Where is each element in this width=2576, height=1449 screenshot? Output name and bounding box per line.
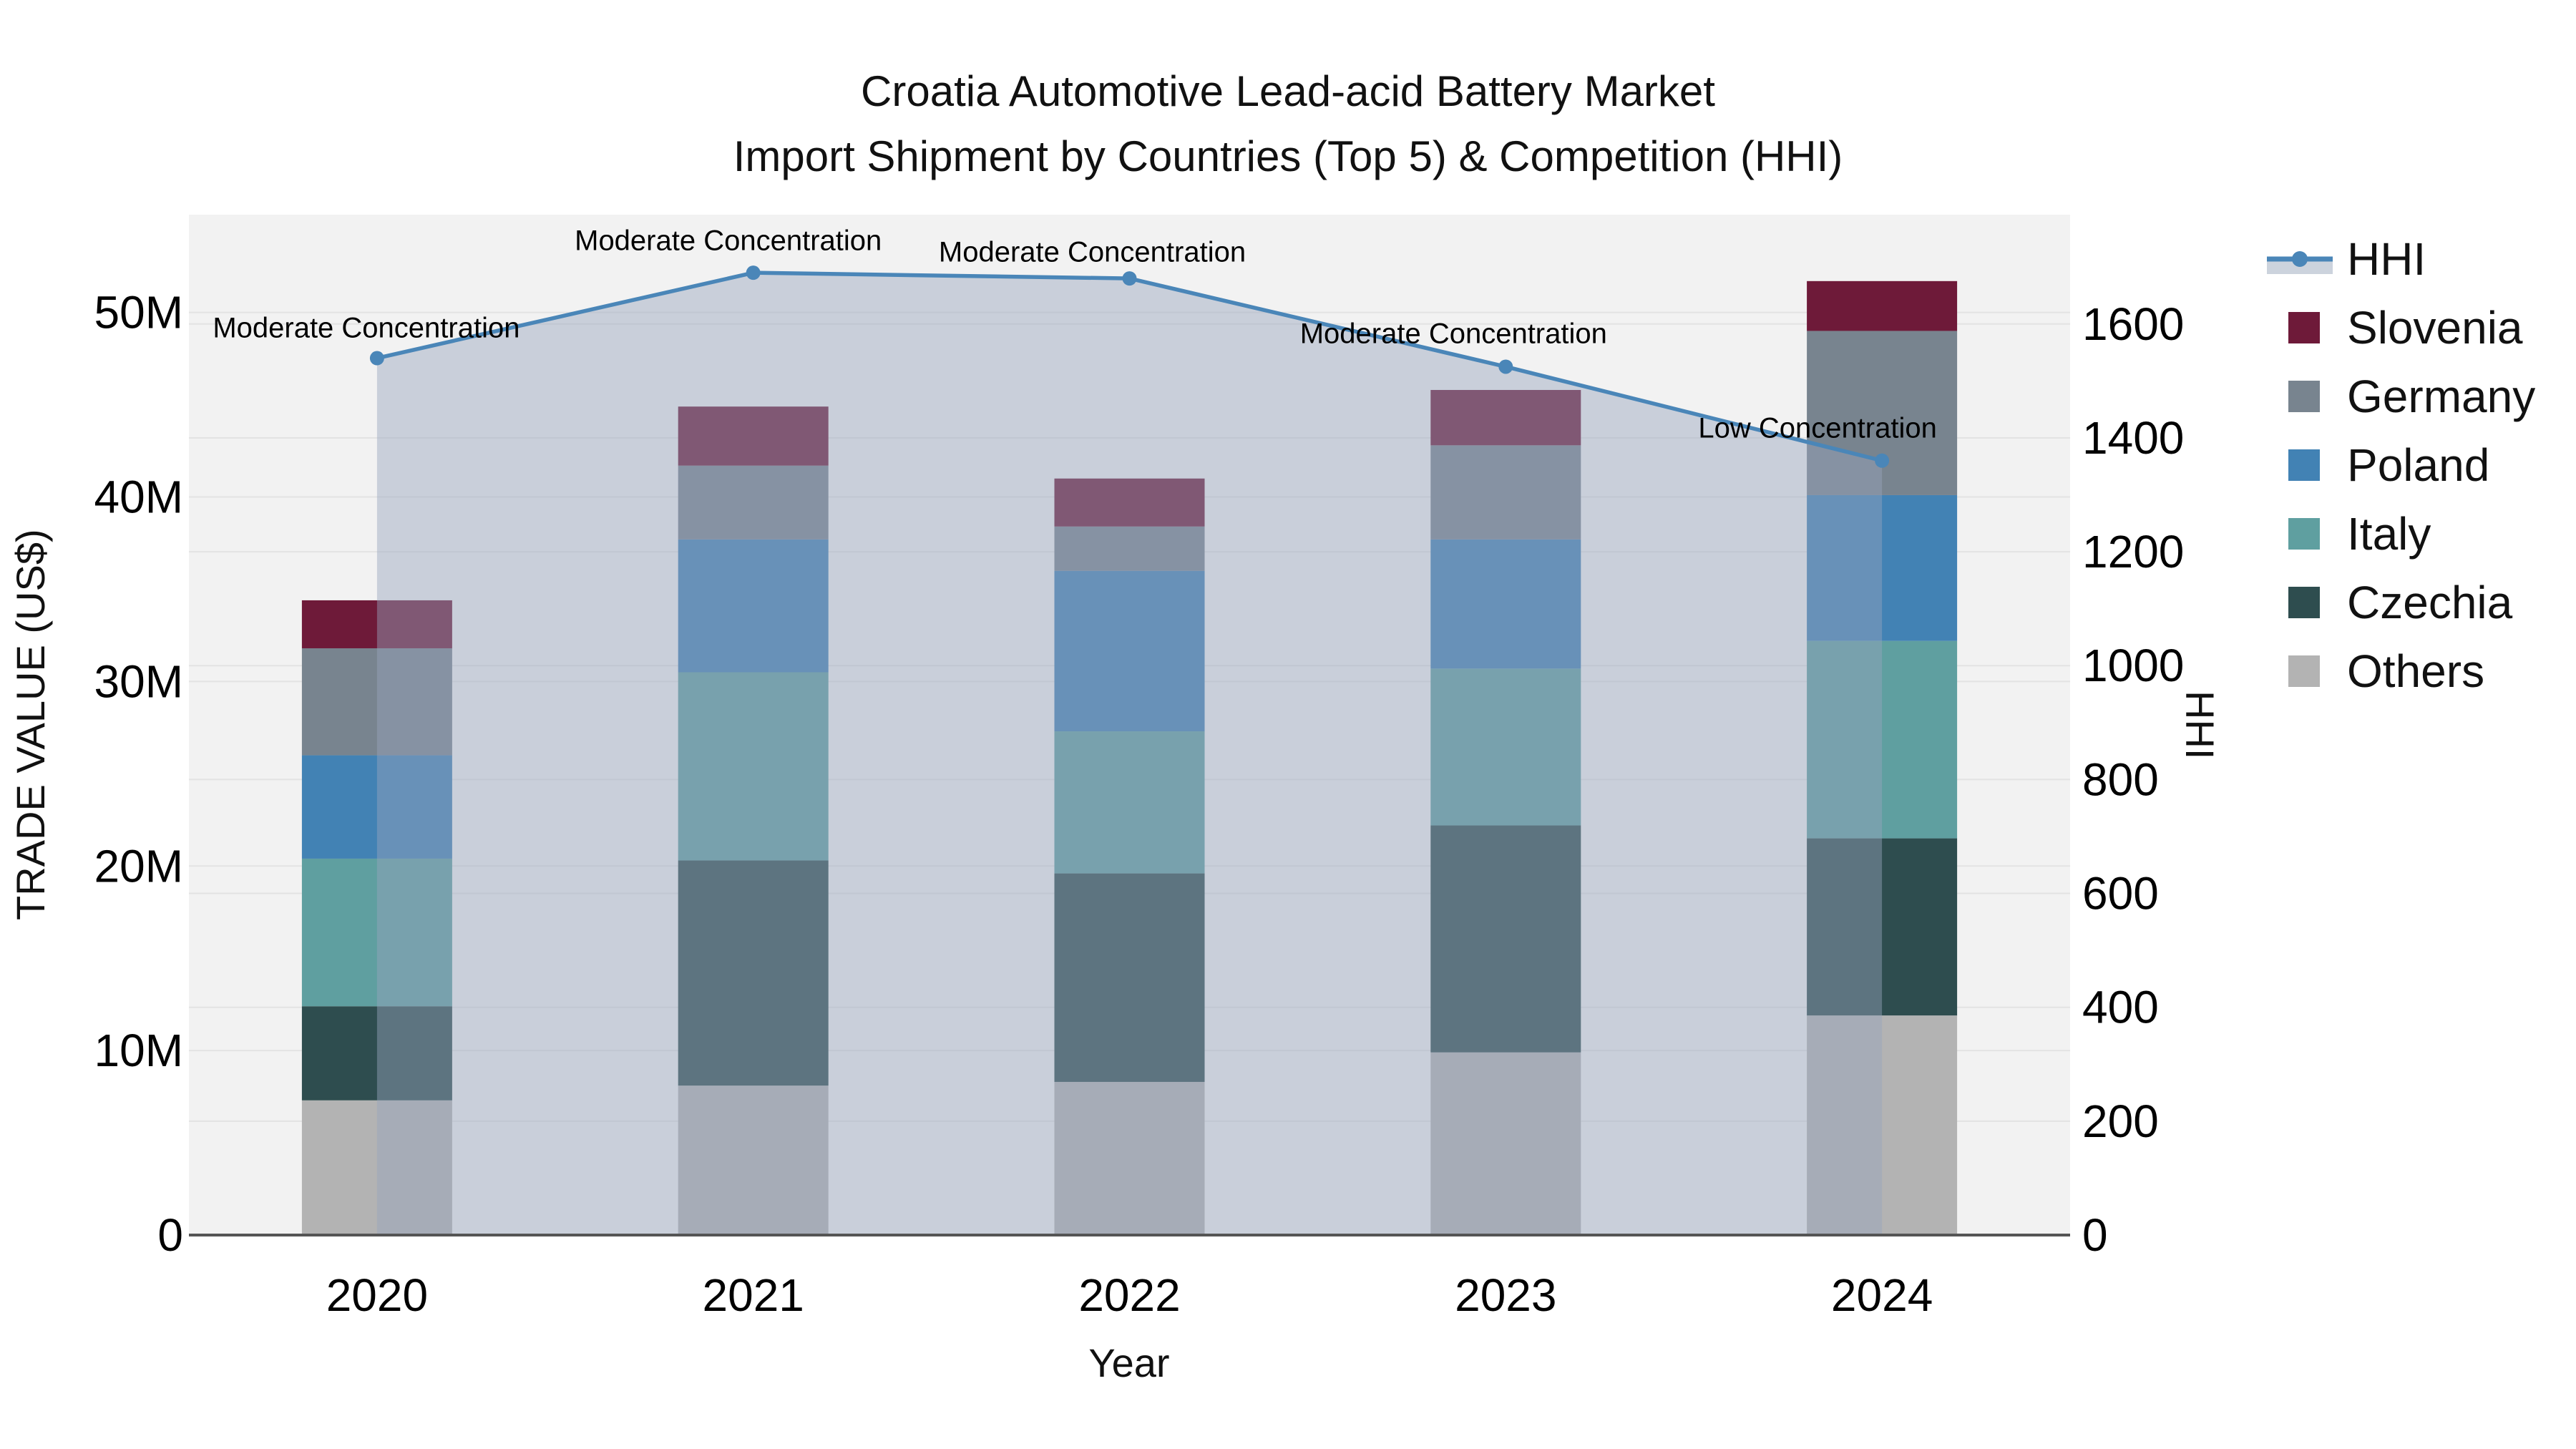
legend-item-hhi[interactable]: HHI [2267,225,2426,293]
annotation-2024: Low Concentration [1698,412,1937,444]
legend-swatch-poland [2288,449,2320,481]
bar-segment-italy-2023[interactable] [1430,668,1581,826]
bar-segment-italy-2024[interactable] [1807,640,1958,839]
bar-segment-slovenia-2022[interactable] [1054,478,1205,527]
legend-item-slovenia[interactable]: Slovenia [2267,293,2523,362]
tick-label-right-1600: 1600 [2082,298,2184,350]
bar-segment-slovenia-2021[interactable] [678,406,829,466]
tick-label-left-10M: 10M [94,1025,184,1076]
bar-segment-poland-2023[interactable] [1430,539,1581,669]
hhi-area-fill [376,273,1883,1235]
bar-segment-poland-2024[interactable] [1807,494,1958,641]
bar-segment-poland-2022[interactable] [1054,570,1205,732]
tick-label-left-0: 0 [157,1209,183,1261]
legend-swatch-czechia [2288,587,2320,618]
bar-segment-others-2024[interactable] [1807,1015,1958,1235]
tick-label-x-2022: 2022 [1078,1269,1180,1321]
bar-segment-slovenia-2023[interactable] [1430,389,1581,446]
bar-segment-czechia-2021[interactable] [678,860,829,1086]
bar-segment-germany-2022[interactable] [1054,526,1205,571]
hhi-marker-2024[interactable] [1875,453,1890,468]
annotation-2020: Moderate Concentration [213,312,520,344]
tick-label-x-2021: 2021 [703,1269,804,1321]
y-axis-title-left: TRADE VALUE (US$) [8,529,53,921]
bar-segment-czechia-2020[interactable] [301,1006,452,1101]
legend-label: Germany [2347,371,2536,422]
legend-label: HHI [2347,233,2426,285]
bar-segment-germany-2023[interactable] [1430,445,1581,540]
bar-segment-slovenia-2024[interactable] [1807,280,1958,331]
bar-segment-others-2021[interactable] [678,1085,829,1235]
bar-segment-germany-2021[interactable] [678,465,829,540]
bar-segment-others-2022[interactable] [1054,1081,1205,1235]
tick-label-right-800: 800 [2082,753,2159,805]
legend-swatch-slovenia [2288,312,2320,343]
legend-item-germany[interactable]: Germany [2267,362,2535,431]
tick-label-right-1200: 1200 [2082,526,2184,577]
bar-segment-poland-2021[interactable] [678,539,829,673]
legend-item-poland[interactable]: Poland [2267,431,2489,499]
tick-label-right-600: 600 [2082,868,2159,919]
legend-swatch-italy [2288,518,2320,550]
hhi-line-icon [2267,251,2333,274]
y-axis-title-right: HHI [2177,690,2223,760]
bar-segment-germany-2020[interactable] [301,648,452,756]
tick-label-right-200: 200 [2082,1096,2159,1147]
legend-label: Czechia [2347,577,2513,628]
hhi-marker-2020[interactable] [369,351,384,366]
legend-swatch-others [2288,655,2320,687]
annotation-2021: Moderate Concentration [575,225,882,257]
hhi-marker-2021[interactable] [746,265,761,280]
tick-label-x-2024: 2024 [1831,1269,1933,1321]
chart-title-line2: Import Shipment by Countries (Top 5) & C… [733,132,1843,180]
chart-title: Croatia Automotive Lead-acid Battery Mar… [0,59,2576,189]
legend-label: Slovenia [2347,302,2523,353]
bar-segment-slovenia-2020[interactable] [301,600,452,648]
bar-segment-czechia-2022[interactable] [1054,873,1205,1082]
hhi-marker-2022[interactable] [1122,271,1137,286]
tick-label-right-0: 0 [2082,1209,2108,1261]
legend-swatch-germany [2288,381,2320,412]
legend-item-others[interactable]: Others [2267,637,2484,706]
hhi-marker-2023[interactable] [1498,359,1513,374]
bar-segment-italy-2022[interactable] [1054,731,1205,874]
legend-item-czechia[interactable]: Czechia [2267,568,2512,637]
tick-label-right-1000: 1000 [2082,640,2184,691]
tick-label-left-20M: 20M [94,840,184,892]
tick-label-right-1400: 1400 [2082,412,2184,464]
bar-segment-italy-2020[interactable] [301,858,452,1007]
legend-label: Poland [2347,439,2490,491]
bar-segment-italy-2021[interactable] [678,672,829,861]
tick-label-left-40M: 40M [94,472,184,523]
tick-label-right-400: 400 [2082,982,2159,1033]
tick-label-left-30M: 30M [94,655,184,707]
bar-segment-others-2023[interactable] [1430,1052,1581,1235]
legend-item-italy[interactable]: Italy [2267,499,2431,568]
chart-title-line1: Croatia Automotive Lead-acid Battery Mar… [861,67,1715,115]
tick-label-left-50M: 50M [94,287,184,338]
tick-label-x-2020: 2020 [326,1269,428,1321]
x-axis-title: Year [1088,1340,1170,1385]
bar-segment-others-2020[interactable] [301,1100,452,1235]
annotation-2023: Moderate Concentration [1299,318,1607,350]
bar-segment-czechia-2024[interactable] [1807,838,1958,1016]
annotation-2022: Moderate Concentration [938,236,1246,268]
legend-label: Italy [2347,508,2431,560]
bar-segment-poland-2020[interactable] [301,755,452,859]
tick-label-x-2023: 2023 [1455,1269,1556,1321]
bar-segment-czechia-2023[interactable] [1430,825,1581,1053]
legend-label: Others [2347,645,2485,697]
